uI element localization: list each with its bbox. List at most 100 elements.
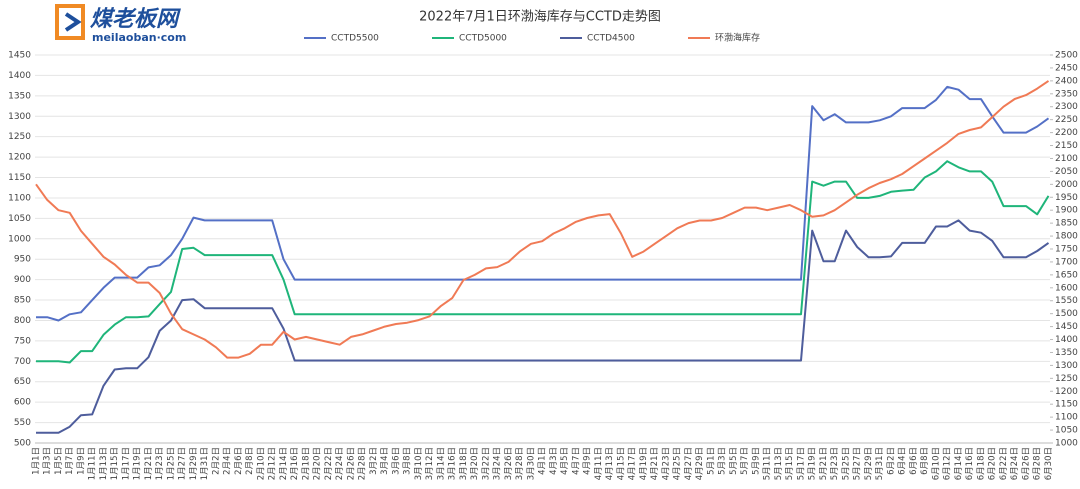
y-tick-label: 800 — [14, 316, 31, 326]
y2-tick-label: 1300 — [1055, 361, 1078, 371]
y2-tick-label: 1400 — [1055, 335, 1078, 345]
y2-tick-label: 1150 — [1055, 400, 1078, 410]
x-tick-label: 2月20日 — [313, 447, 323, 480]
x-tick-label: 6月10日 — [931, 447, 941, 480]
x-tick-label: 1月23日 — [155, 447, 165, 480]
x-tick-label: 1月9日 — [76, 447, 86, 475]
x-tick-label: 2月22日 — [324, 447, 334, 480]
x-tick-label: 4月17日 — [628, 447, 638, 480]
y-tick-label: 1100 — [8, 193, 31, 203]
y2-tick-label: 1850 — [1055, 219, 1078, 229]
y-tick-label: 1000 — [8, 234, 31, 244]
x-tick-label: 4月11日 — [594, 447, 604, 480]
x-tick-label: 3月20日 — [470, 447, 480, 480]
x-tick-label: 3月30日 — [526, 447, 536, 480]
y2-tick-label: 1100 — [1055, 413, 1078, 423]
y2-tick-label: 1450 — [1055, 322, 1078, 332]
x-tick-label: 2月4日 — [223, 447, 233, 475]
x-tick-label: 4月23日 — [661, 447, 671, 480]
x-tick-label: 3月24日 — [493, 447, 503, 480]
x-tick-label: 1月7日 — [65, 447, 75, 475]
x-tick-label: 4月7日 — [571, 447, 581, 475]
x-tick-label: 6月6日 — [909, 447, 919, 475]
x-tick-label: 3月14日 — [436, 447, 446, 480]
x-tick-label: 6月30日 — [1044, 447, 1054, 480]
x-tick-label: 4月29日 — [695, 447, 705, 480]
y2-tick-label: 1950 — [1055, 193, 1078, 203]
x-tick-label: 5月15日 — [785, 447, 795, 480]
x-tick-label: 3月12日 — [425, 447, 435, 480]
x-tick-label: 3月22日 — [481, 447, 491, 480]
x-tick-label: 1月13日 — [99, 447, 109, 480]
y2-tick-label: 1250 — [1055, 374, 1078, 384]
series-line — [36, 219, 1050, 434]
x-tick-label: 5月17日 — [796, 447, 806, 480]
x-tick-label: 1月1日 — [32, 447, 42, 475]
x-tick-label: 6月24日 — [1010, 447, 1020, 480]
x-tick-label: 4月15日 — [616, 447, 626, 480]
x-tick-label: 1月27日 — [178, 447, 188, 480]
x-tick-label: 2月6日 — [234, 447, 244, 475]
series-line — [36, 160, 1050, 364]
chart-title: 2022年7月1日环渤海库存与CCTD走势图 — [419, 9, 661, 25]
y-tick-label: 550 — [14, 418, 31, 428]
x-tick-label: 6月12日 — [943, 447, 953, 480]
y2-tick-label: 1500 — [1055, 309, 1078, 319]
y-tick-label: 1200 — [8, 153, 31, 163]
y2-tick-label: 1800 — [1055, 232, 1078, 242]
logo-name: 煤老板网 — [90, 7, 181, 32]
y-tick-label: 850 — [14, 296, 31, 306]
logo-icon — [55, 4, 85, 40]
y-tick-label: 750 — [14, 336, 31, 346]
legend-label: CCTD4500 — [587, 34, 635, 44]
x-tick-label: 2月18日 — [301, 447, 311, 480]
x-tick-label: 3月10日 — [414, 447, 424, 480]
y-tick-label: 900 — [14, 275, 31, 285]
x-tick-label: 6月16日 — [965, 447, 975, 480]
x-tick-label: 2月8日 — [245, 447, 255, 475]
x-tick-label: 4月3日 — [549, 447, 559, 475]
x-tick-label: 2月2日 — [211, 447, 221, 475]
x-tick-label: 4月21日 — [650, 447, 660, 480]
x-tick-label: 6月2日 — [886, 447, 896, 475]
x-tick-label: 4月25日 — [673, 447, 683, 480]
y-tick-label: 650 — [14, 377, 31, 387]
x-tick-label: 6月18日 — [976, 447, 986, 480]
x-tick-label: 6月22日 — [999, 447, 1009, 480]
y-tick-label: 1250 — [8, 132, 31, 142]
x-tick-label: 3月18日 — [459, 447, 469, 480]
y2-tick-label: 2200 — [1055, 128, 1078, 138]
x-tick-label: 5月31日 — [875, 447, 885, 480]
y-tick-label: 1150 — [8, 173, 31, 183]
x-tick-label: 5月27日 — [853, 447, 863, 480]
x-tick-label: 5月21日 — [819, 447, 829, 480]
x-tick-label: 1月29日 — [189, 447, 199, 480]
y-tick-label: 1450 — [8, 51, 31, 61]
x-tick-label: 4月9日 — [583, 447, 593, 475]
y2-tick-label: 2000 — [1055, 180, 1078, 190]
x-tick-label: 3月26日 — [504, 447, 514, 480]
x-tick-label: 6月26日 — [1021, 447, 1031, 480]
x-tick-label: 3月16日 — [448, 447, 458, 480]
x-tick-label: 6月14日 — [954, 447, 964, 480]
y2-tick-label: 1700 — [1055, 257, 1078, 267]
y2-tick-label: 2250 — [1055, 115, 1078, 125]
logo: 煤老板网 meilaoban·com — [55, 4, 186, 44]
x-tick-label: 4月5日 — [560, 447, 570, 475]
legend-label: CCTD5500 — [331, 34, 379, 44]
x-tick-label: 5月19日 — [808, 447, 818, 480]
series-line — [36, 85, 1050, 322]
y2-tick-label: 2500 — [1055, 51, 1078, 61]
x-tick-label: 6月4日 — [898, 447, 908, 475]
x-tick-label: 5月25日 — [841, 447, 851, 480]
y2-tick-label: 1650 — [1055, 270, 1078, 280]
x-tick-label: 5月5日 — [729, 447, 739, 475]
x-tick-label: 1月31日 — [200, 447, 210, 480]
y2-tick-label: 2150 — [1055, 141, 1078, 151]
x-tick-label: 3月2日 — [369, 447, 379, 475]
y2-tick-label: 2350 — [1055, 89, 1078, 99]
x-tick-label: 1月15日 — [110, 447, 120, 480]
x-tick-label: 1月17日 — [121, 447, 131, 480]
